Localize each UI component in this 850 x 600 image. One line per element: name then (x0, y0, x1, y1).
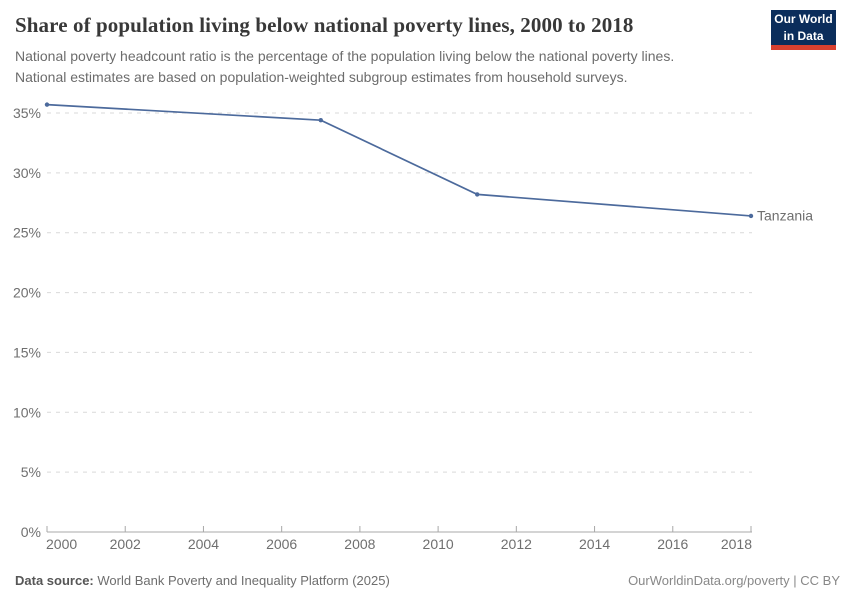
x-axis-tick-label: 2018 (721, 536, 752, 552)
owid-logo-line1: Our World (774, 12, 833, 27)
subtitle-line-2: National estimates are based on populati… (15, 69, 628, 85)
x-axis-tick-label: 2012 (501, 536, 532, 552)
data-point[interactable] (318, 117, 323, 123)
y-axis-tick-label: 15% (13, 344, 41, 360)
data-line[interactable] (46, 103, 752, 217)
y-axis-tick-label: 35% (13, 105, 41, 121)
x-axis-tick-label: 2016 (657, 536, 688, 552)
x-axis-tick-label: 2008 (344, 536, 375, 552)
y-axis-tick-label: 5% (21, 464, 41, 480)
x-axis-tick-label: 2006 (266, 536, 297, 552)
x-axis-tick-label: 2014 (579, 536, 610, 552)
owid-logo[interactable]: Our World in Data (771, 10, 836, 50)
data-source-value: World Bank Poverty and Inequality Platfo… (97, 573, 390, 588)
data-point[interactable] (44, 102, 50, 107)
data-source-label: Data source: (15, 573, 94, 588)
x-axis-tick-label: 2004 (188, 536, 219, 552)
data-point[interactable] (475, 192, 480, 197)
subtitle-line-1: National poverty headcount ratio is the … (15, 48, 675, 64)
y-axis-tick-label: 25% (13, 225, 41, 241)
attribution: OurWorldinData.org/poverty | CC BY (628, 573, 840, 588)
y-axis-tick-label: 20% (13, 285, 41, 301)
owid-logo-line2: in Data (783, 28, 824, 43)
line-chart: 0% 5% 10% 15% 20% 25% 30% 35% 2000 2002 2004 2006 20… (13, 102, 813, 552)
page-title: Share of population living below nationa… (15, 13, 634, 37)
chart-subtitle: National poverty headcount ratio is the … (15, 46, 674, 88)
y-axis-tick-label: 0% (21, 524, 41, 540)
y-axis-tick-label: 30% (13, 165, 41, 181)
x-axis-tick-label: 2000 (46, 536, 77, 552)
x-axis-tick-label: 2010 (423, 536, 454, 552)
entity-label[interactable]: Tanzania (757, 207, 813, 223)
chart-footer: Data source: World Bank Poverty and Ineq… (15, 573, 840, 588)
y-axis-tick-label: 10% (13, 404, 41, 420)
data-source: Data source: World Bank Poverty and Ineq… (15, 573, 390, 588)
data-point[interactable] (748, 213, 754, 219)
x-axis-tick-label: 2002 (110, 536, 141, 552)
